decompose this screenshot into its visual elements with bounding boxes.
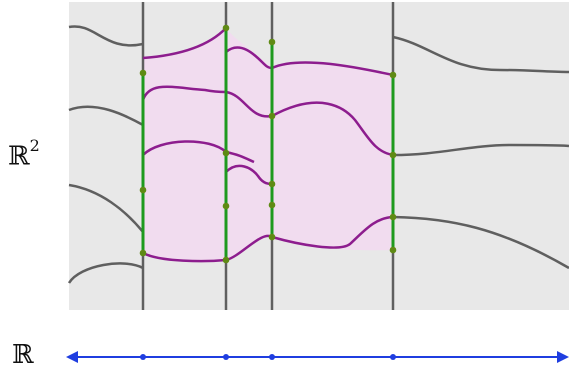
purple-curve-top-c: [271, 61, 394, 77]
green-dot: [222, 149, 230, 157]
purple-curve-bottom: [142, 251, 227, 263]
purple-curve-3c: [225, 164, 273, 186]
gray-curves: [67, 25, 569, 284]
green-dot: [268, 38, 276, 46]
gray-curve-left-4: [67, 262, 144, 284]
purple-curve-4b: [271, 215, 394, 249]
green-dot: [139, 69, 147, 77]
plane-label: ℝ2: [8, 136, 40, 172]
real-line-tick: [390, 354, 396, 360]
green-dot: [139, 186, 147, 194]
green-dot: [389, 213, 397, 221]
real-line-tick: [269, 354, 275, 360]
gray-curve-right-1: [392, 35, 569, 74]
gray-curve-left-1: [68, 25, 144, 47]
green-dot: [268, 201, 276, 209]
purple-curve-2a: [141, 85, 227, 101]
green-dot: [389, 151, 397, 159]
shaded-region: [143, 28, 393, 262]
gray-curve-left-2: [68, 105, 144, 127]
line-label: ℝ: [12, 340, 34, 370]
real-line-tick: [223, 354, 229, 360]
purple-curve-top-b: [225, 46, 273, 70]
green-dot: [268, 233, 276, 241]
gray-curve-right-3: [392, 215, 569, 270]
purple-curve-top-a: [142, 27, 227, 60]
plane-symbol: ℝ: [8, 141, 30, 172]
gray-curve-left-3: [68, 183, 144, 233]
purple-curve-2c: [271, 101, 394, 157]
real-line-arrow-right: [557, 351, 569, 363]
green-dot: [139, 249, 147, 257]
green-dot: [268, 112, 276, 120]
green-dot: [268, 180, 276, 188]
green-dot: [222, 202, 230, 210]
real-line: [66, 351, 569, 363]
green-dot: [222, 24, 230, 32]
gray-curve-right-2: [392, 143, 569, 157]
green-segments: [141, 28, 395, 260]
green-dot: [389, 71, 397, 79]
purple-curve-3a: [142, 140, 227, 156]
plane-exponent: 2: [29, 136, 40, 155]
green-dot: [389, 246, 397, 254]
purple-curves: [141, 27, 394, 263]
green-dots: [139, 24, 397, 264]
real-line-ticks: [140, 354, 396, 360]
purple-curve-2b: [225, 90, 273, 118]
real-line-tick: [140, 354, 146, 360]
green-dot: [222, 256, 230, 264]
real-line-arrow-left: [66, 351, 78, 363]
